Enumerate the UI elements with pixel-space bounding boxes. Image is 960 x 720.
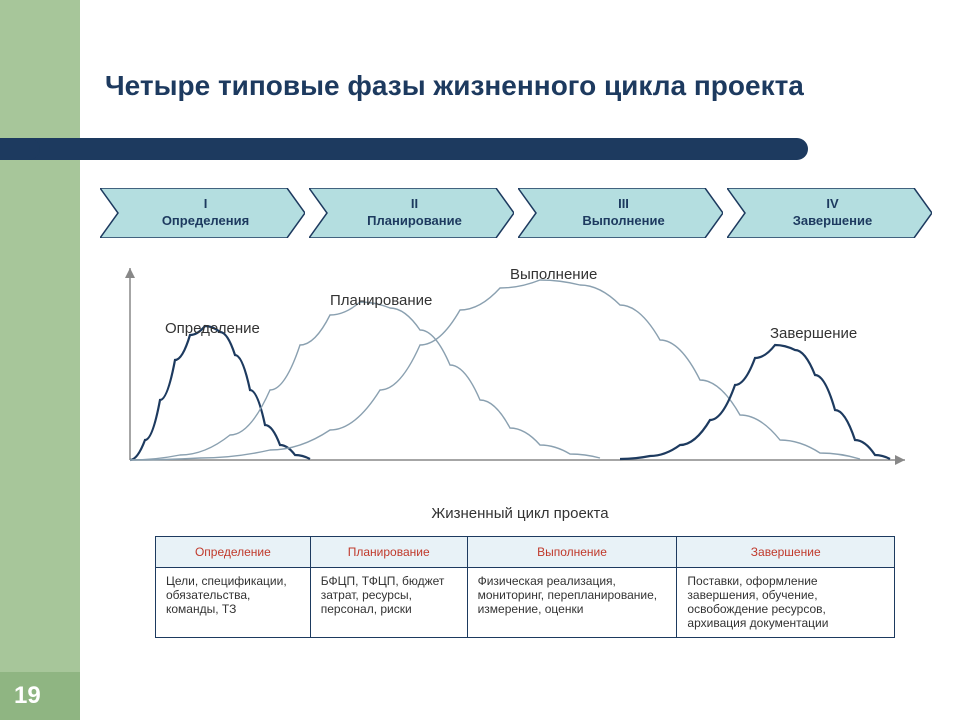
- lifecycle-chart: Определение Планирование Выполнение Заверше…: [120, 260, 920, 500]
- phase-arrow-1: IОпределения: [100, 188, 303, 238]
- table-cell: БФЦП, ТФЦП, бюджет затрат, ресурсы, перс…: [310, 568, 467, 638]
- phase-arrow-4: IVЗавершение: [727, 188, 930, 238]
- curve-label: Завершение: [770, 325, 857, 342]
- phase-table: ОпределениеПланированиеВыполнениеЗаверше…: [155, 536, 895, 638]
- phase-arrow-label: IIIВыполнение: [518, 188, 721, 238]
- phase-arrow-label: IОпределения: [100, 188, 303, 238]
- phase-arrow-2: IIПланирование: [309, 188, 512, 238]
- table-header: Выполнение: [467, 537, 677, 568]
- table-cell: Цели, спецификации, обязательства, коман…: [156, 568, 311, 638]
- table-header: Планирование: [310, 537, 467, 568]
- page-title: Четыре типовые фазы жизненного цикла про…: [105, 70, 925, 102]
- curve-label: Выполнение: [510, 266, 597, 283]
- table-header: Определение: [156, 537, 311, 568]
- phase-arrows-row: IОпределенияIIПланированиеIIIВыполнениеI…: [100, 188, 930, 238]
- table-cell: Поставки, оформление завершения, обучени…: [677, 568, 895, 638]
- sidebar-accent: [0, 0, 80, 720]
- phase-arrow-label: IIПланирование: [309, 188, 512, 238]
- phase-arrow-3: IIIВыполнение: [518, 188, 721, 238]
- table-cell: Физическая реализация, мониторинг, переп…: [467, 568, 677, 638]
- curve-label: Планирование: [330, 292, 432, 309]
- phase-arrow-label: IVЗавершение: [727, 188, 930, 238]
- slide-number: 19: [0, 672, 80, 720]
- chart-caption: Жизненный цикл проекта: [120, 505, 920, 522]
- table-header: Завершение: [677, 537, 895, 568]
- curve-label: Определение: [165, 320, 260, 337]
- title-underline-bar: [0, 138, 808, 160]
